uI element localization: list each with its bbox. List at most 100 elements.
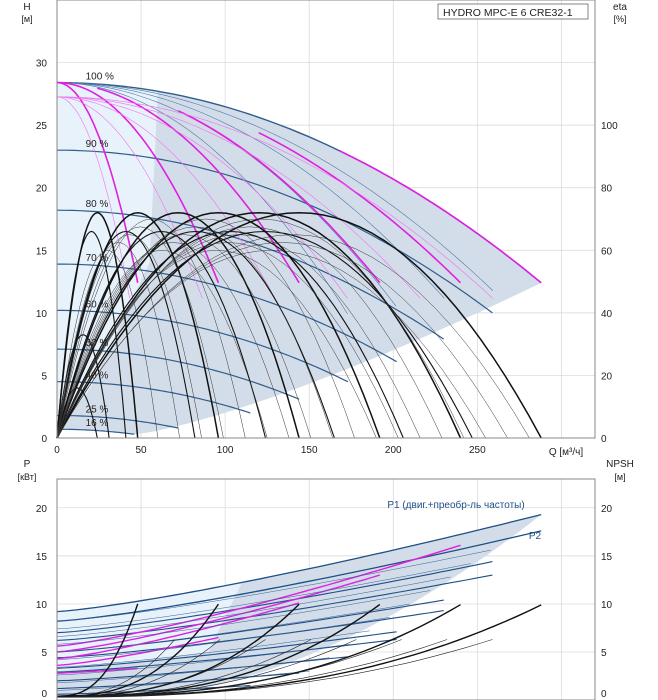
- model-label: HYDRO MPC-E 6 CRE32-1: [443, 7, 573, 19]
- power-curve-thin: [56, 617, 390, 660]
- top-y-tick-label: 10: [36, 309, 48, 320]
- efficiency-curve-thin: [56, 250, 377, 439]
- power-curve: [56, 656, 348, 682]
- bottom-plot-frame: [56, 478, 596, 700]
- bottom-y-tick-label: 20: [36, 504, 48, 515]
- power-curve: [56, 574, 493, 641]
- efficiency-curve-thin: [56, 226, 224, 439]
- power-curve: [56, 631, 397, 669]
- power-curve-thin: [56, 630, 370, 668]
- pump-curve-thin: [56, 96, 276, 299]
- top-y2-axis-unit: [%]: [613, 14, 626, 24]
- bottom-y2-tick-label: 5: [601, 648, 607, 659]
- npsh-curve-thin: [57, 639, 493, 698]
- x-tick-label: 50: [136, 445, 148, 456]
- top-y-tick-label: 15: [36, 246, 48, 257]
- top-y-tick-label: 0: [41, 434, 47, 445]
- speed-curve: [57, 414, 179, 429]
- efficiency-curve-thin: [56, 250, 268, 439]
- pump-curve-thin: [56, 96, 494, 299]
- power-curve: [56, 599, 444, 653]
- speed-curve: [57, 263, 397, 363]
- pump-curve: [177, 110, 381, 284]
- efficiency-curve: [56, 230, 196, 439]
- bottom-chart: P [кВт] NPSH [м] P1 (двиг.+преобр-ль час…: [18, 459, 634, 700]
- bottom-y-axis-unit: [кВт]: [18, 472, 37, 482]
- pump-curve: [56, 81, 220, 284]
- power-curve-magenta: [56, 667, 138, 674]
- speed-curve-label: 40 %: [86, 371, 109, 382]
- operating-area-fill: [57, 82, 542, 435]
- bottom-curves: [56, 513, 542, 698]
- power-curve-thin: [56, 590, 431, 645]
- efficiency-curve-thin: [56, 242, 180, 439]
- efficiency-curve: [56, 230, 473, 439]
- efficiency-curve-thin: [56, 242, 290, 439]
- npsh-curve-thin: [57, 639, 266, 698]
- top-y-tick-label: 5: [41, 371, 47, 382]
- x-tick-label: 250: [469, 445, 486, 456]
- efficiency-curve: [56, 211, 381, 439]
- aux-curve: [56, 82, 348, 315]
- power-curve-thin: [56, 670, 310, 691]
- power-curve-magenta: [56, 544, 461, 647]
- efficiency-curve-thin: [56, 234, 202, 439]
- bottom-y-tick-label: 5: [41, 648, 47, 659]
- efficiency-curve-thin: [56, 242, 399, 439]
- efficiency-curve: [56, 230, 267, 439]
- top-y2-tick-label: 0: [601, 434, 607, 445]
- top-y2-tick-label: 80: [601, 184, 613, 195]
- efficiency-curve: [56, 211, 542, 439]
- pump-curve: [56, 81, 139, 283]
- efficiency-curve: [56, 387, 98, 439]
- npsh-curve-thin: [57, 639, 221, 698]
- top-chart: 100 % 90 % 80 % 70 % 60 % 50 % 40 % 25 % 16 % HY…: [21, 0, 627, 458]
- top-y2-tick-label: 100: [601, 121, 618, 132]
- bottom-y-axis-label: P: [24, 459, 31, 470]
- speed-curve-label: 25 %: [86, 404, 109, 415]
- efficiency-curve-thin: [56, 218, 246, 439]
- top-y-tick-label: 25: [36, 121, 48, 132]
- top-tick-labels: 0 5 10 15 20 25 30 0 20 40 60 80 100 0 50 100 150 200 250: [36, 59, 618, 456]
- speed-curve: [56, 209, 445, 340]
- model-label-box: [437, 3, 589, 20]
- speed-curve-label: 16 %: [86, 418, 109, 429]
- bottom-tick-labels: 0 5 10 15 20 0 5 10 15 20: [36, 504, 613, 700]
- top-y-tick-label: 30: [36, 59, 48, 70]
- top-operating-area: [57, 82, 542, 435]
- speed-curve-label: 50 %: [86, 338, 109, 349]
- power-curve: [56, 672, 300, 690]
- speed-curve-label: 60 %: [86, 299, 109, 310]
- power-curve: [56, 638, 397, 673]
- power-curve-thin: [56, 563, 471, 630]
- pump-curve-thin: [56, 96, 130, 299]
- x-tick-label: 0: [54, 445, 60, 456]
- x-axis-label: Q [м³/ч]: [549, 447, 584, 458]
- x-tick-label: 100: [217, 445, 234, 456]
- bottom-y2-axis-unit: [м]: [614, 472, 625, 482]
- power-curve-thin: [56, 603, 411, 653]
- power-curve-magenta: [56, 602, 300, 660]
- top-y2-tick-label: 40: [601, 309, 613, 320]
- bottom-y2-tick-label: 0: [601, 689, 607, 700]
- bottom-y-tick-label: 0: [41, 689, 47, 700]
- efficiency-curve-thin: [56, 218, 465, 439]
- bottom-y-tick-label: 15: [36, 552, 48, 563]
- efficiency-curve-thin: [56, 250, 159, 439]
- top-y2-axis-label: eta: [613, 2, 627, 13]
- top-plot-frame: [56, 0, 596, 439]
- speed-curve-label: 100 %: [86, 72, 114, 83]
- x-tick-label: 150: [301, 445, 318, 456]
- power-curve: [56, 530, 542, 622]
- speed-curve-label: 80 %: [86, 199, 109, 210]
- efficiency-curve-thin: [56, 234, 312, 439]
- p2-label: P2: [529, 531, 542, 542]
- efficiency-curve-thin: [56, 226, 443, 439]
- top-y-axis-unit: [м]: [21, 14, 32, 24]
- top-y-tick-label: 20: [36, 184, 48, 195]
- bottom-y2-axis-label: NPSH: [606, 459, 634, 470]
- speed-curve: [57, 149, 493, 314]
- bottom-operating-area: [57, 514, 542, 699]
- top-y2-tick-label: 60: [601, 246, 613, 257]
